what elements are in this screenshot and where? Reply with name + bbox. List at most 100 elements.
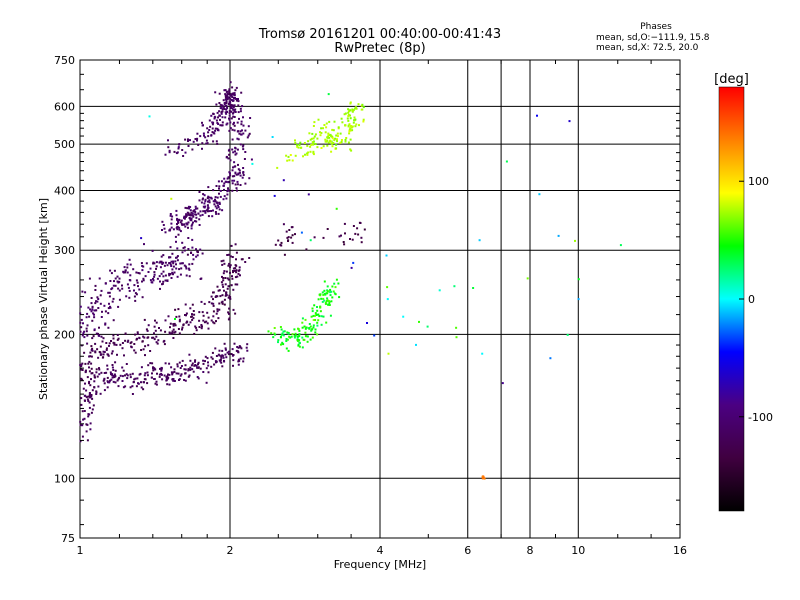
data-point xyxy=(218,308,221,311)
data-point xyxy=(121,287,124,290)
data-point xyxy=(99,294,102,297)
data-point xyxy=(206,322,209,325)
data-point xyxy=(221,124,224,127)
data-point xyxy=(196,376,199,378)
data-point xyxy=(190,252,192,254)
data-point xyxy=(188,374,191,377)
data-point xyxy=(172,265,175,268)
data-point xyxy=(317,313,320,316)
data-point xyxy=(308,132,311,135)
data-point xyxy=(309,150,312,153)
data-point xyxy=(112,319,115,322)
data-point xyxy=(328,140,331,143)
data-point xyxy=(189,206,192,208)
data-point xyxy=(327,133,330,136)
data-point xyxy=(282,223,285,226)
data-point xyxy=(212,315,215,318)
data-point xyxy=(214,129,217,132)
data-point xyxy=(227,285,230,288)
data-point xyxy=(90,345,93,348)
data-point xyxy=(171,252,174,255)
data-point xyxy=(242,132,245,135)
data-point xyxy=(207,131,210,134)
data-point xyxy=(178,315,181,318)
data-point xyxy=(233,104,236,107)
data-point xyxy=(272,336,275,339)
data-point xyxy=(317,118,320,121)
data-point xyxy=(108,302,110,305)
data-point xyxy=(230,117,233,120)
data-point xyxy=(90,349,93,351)
data-point xyxy=(127,339,130,342)
data-point xyxy=(125,363,128,365)
data-point xyxy=(236,137,239,140)
data-point xyxy=(221,263,224,266)
data-point xyxy=(175,256,177,259)
data-point xyxy=(207,364,210,367)
data-point xyxy=(81,334,84,337)
data-point xyxy=(316,137,319,140)
data-point xyxy=(180,262,183,265)
data-point xyxy=(236,346,239,348)
data-point xyxy=(107,326,110,329)
data-point xyxy=(222,356,225,359)
data-point xyxy=(210,356,213,359)
data-point xyxy=(224,283,227,286)
data-point xyxy=(166,375,169,378)
x-tick-label: 16 xyxy=(673,544,687,557)
data-point xyxy=(240,123,243,126)
data-point xyxy=(297,344,300,347)
data-point xyxy=(214,211,217,213)
data-point xyxy=(146,371,149,374)
data-point xyxy=(336,132,339,135)
data-point xyxy=(139,372,142,375)
data-point xyxy=(338,296,341,299)
data-point xyxy=(140,237,143,240)
data-point xyxy=(231,169,234,172)
data-point xyxy=(203,202,206,205)
data-point xyxy=(238,169,241,172)
data-point xyxy=(218,102,221,104)
data-point xyxy=(172,262,175,265)
data-point xyxy=(226,351,229,354)
data-point xyxy=(110,340,112,342)
data-point xyxy=(152,367,154,370)
data-point xyxy=(296,336,299,339)
data-point xyxy=(320,323,323,326)
data-point xyxy=(89,355,92,358)
data-point xyxy=(189,219,192,222)
data-point xyxy=(352,225,355,227)
data-point xyxy=(308,327,311,330)
data-point xyxy=(307,151,310,154)
data-point xyxy=(172,228,175,231)
data-point xyxy=(91,397,94,400)
data-point xyxy=(296,145,299,148)
data-point xyxy=(228,112,231,115)
data-point xyxy=(205,139,208,142)
data-point xyxy=(102,379,105,382)
data-point xyxy=(189,359,192,362)
data-point xyxy=(199,210,202,213)
data-point xyxy=(229,271,231,274)
data-point xyxy=(239,346,242,349)
data-point xyxy=(82,332,85,335)
data-point xyxy=(237,138,240,141)
data-point xyxy=(312,319,315,321)
data-point xyxy=(155,261,158,264)
data-point xyxy=(198,218,201,221)
data-point xyxy=(233,116,236,118)
data-point xyxy=(172,328,175,331)
data-point xyxy=(351,238,354,241)
data-point xyxy=(137,272,140,274)
data-point xyxy=(287,332,290,335)
data-point xyxy=(185,274,188,277)
data-point xyxy=(194,220,196,223)
data-point xyxy=(117,287,120,290)
data-point xyxy=(215,355,218,357)
data-point xyxy=(312,314,315,317)
data-point xyxy=(166,279,169,282)
data-point xyxy=(246,349,249,352)
data-point xyxy=(90,394,93,396)
data-point xyxy=(116,353,118,356)
data-point xyxy=(218,201,221,204)
